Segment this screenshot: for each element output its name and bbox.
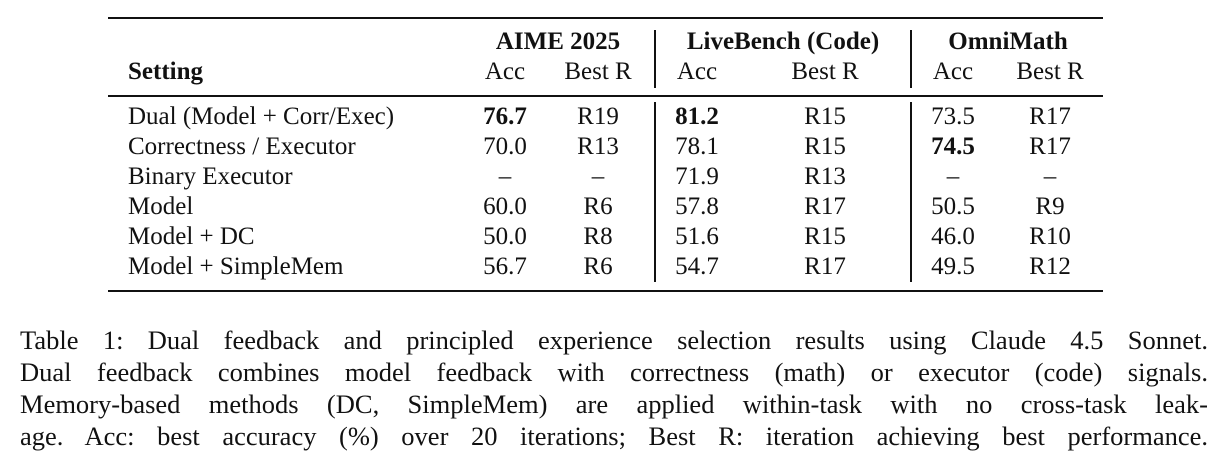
column-header: Acc xyxy=(932,58,974,85)
table-cell: 46.0 xyxy=(931,223,975,250)
table-cell: R13 xyxy=(577,133,619,160)
setting-header: Setting xyxy=(128,58,203,85)
setting-cell: Model xyxy=(128,193,194,220)
table-cell: R15 xyxy=(804,103,846,130)
table-cell: R15 xyxy=(804,223,846,250)
column-divider xyxy=(910,102,912,282)
table-cell: 49.5 xyxy=(931,253,975,280)
table-cell: R8 xyxy=(583,223,613,250)
column-header: Acc xyxy=(484,58,526,85)
table-cell: 76.7 xyxy=(483,103,527,130)
table-cell: 56.7 xyxy=(483,253,527,280)
column-header: Best R xyxy=(791,58,859,85)
caption-line: Dual feedback combines model feedback wi… xyxy=(20,357,1208,387)
setting-cell: Model + SimpleMem xyxy=(128,253,344,280)
group-header: OmniMath xyxy=(948,28,1068,55)
mid-rule xyxy=(108,95,1103,97)
table-cell: – xyxy=(591,163,605,190)
table-cell: 70.0 xyxy=(483,133,527,160)
caption-line: Memory-based methods (DC, SimpleMem) are… xyxy=(20,389,1208,419)
table-cell: 51.6 xyxy=(675,223,719,250)
table-cell: 71.9 xyxy=(675,163,719,190)
table-cell: R6 xyxy=(583,253,613,280)
table-cell: – xyxy=(946,163,960,190)
group-header: AIME 2025 xyxy=(495,28,621,55)
table-cell: R9 xyxy=(1035,193,1065,220)
table-cell: 78.1 xyxy=(675,133,719,160)
table-cell: R15 xyxy=(804,133,846,160)
caption-line: Table 1: Dual feedback and principled ex… xyxy=(20,325,1208,355)
table-cell: – xyxy=(1043,163,1057,190)
caption-line: age. Acc: best accuracy (%) over 20 iter… xyxy=(20,421,1208,451)
table-cell: 60.0 xyxy=(483,193,527,220)
table-cell: R19 xyxy=(577,103,619,130)
table-cell: R13 xyxy=(804,163,846,190)
bottom-rule xyxy=(108,290,1103,292)
table-cell: R17 xyxy=(804,253,846,280)
group-header: LiveBench (Code) xyxy=(686,28,880,55)
table-cell: 50.0 xyxy=(483,223,527,250)
setting-cell: Binary Executor xyxy=(128,163,293,190)
table-cell: 81.2 xyxy=(675,103,719,130)
table-cell: 74.5 xyxy=(931,133,975,160)
top-rule xyxy=(108,17,1103,19)
table-cell: 73.5 xyxy=(931,103,975,130)
table-cell: 54.7 xyxy=(675,253,719,280)
setting-cell: Dual (Model + Corr/Exec) xyxy=(128,103,395,130)
column-header: Best R xyxy=(564,58,632,85)
table-cell: 57.8 xyxy=(675,193,719,220)
column-divider xyxy=(910,30,912,88)
table-cell: R17 xyxy=(1029,103,1071,130)
column-header: Best R xyxy=(1016,58,1084,85)
table-cell: R17 xyxy=(804,193,846,220)
column-divider xyxy=(654,30,656,88)
table-cell: R12 xyxy=(1029,253,1071,280)
table-cell: 50.5 xyxy=(931,193,975,220)
table-cell: R10 xyxy=(1029,223,1071,250)
column-divider xyxy=(654,102,656,282)
setting-cell: Model + DC xyxy=(128,223,255,250)
column-header: Acc xyxy=(676,58,718,85)
table-cell: R17 xyxy=(1029,133,1071,160)
table-cell: – xyxy=(498,163,512,190)
table-cell: R6 xyxy=(583,193,613,220)
setting-cell: Correctness / Executor xyxy=(128,133,356,160)
